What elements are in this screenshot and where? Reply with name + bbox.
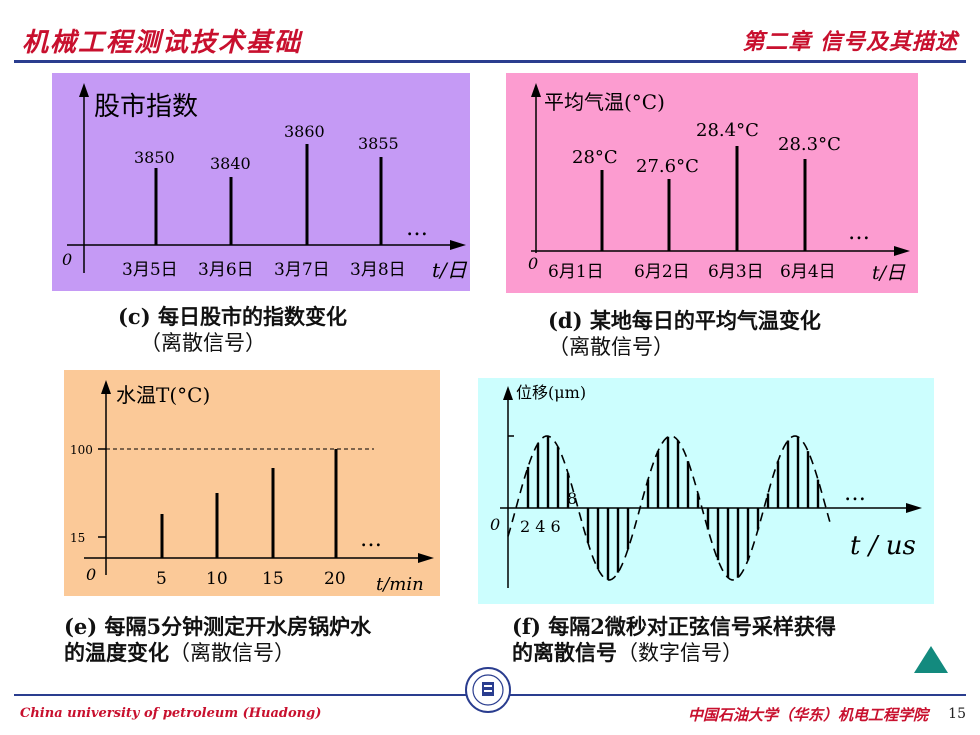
y-tick-label-15: 15	[70, 531, 85, 545]
panel-water-temperature: 水温T(°C) 100 15 0 … t/min 5 10 15 20	[64, 370, 440, 596]
origin-label: 0	[62, 250, 72, 269]
x-arrow	[418, 553, 434, 563]
panel-stock-index: 股市指数 0 … t/日 3850 3840 3860 3855 3月5日 3月…	[52, 73, 470, 291]
x-tick-label: 5	[156, 569, 167, 589]
y-axis-label: 水温T(°C)	[116, 383, 210, 407]
x-axis-label: t/min	[376, 574, 424, 595]
data-label: 28.4°C	[696, 120, 759, 141]
origin-label: 0	[490, 515, 500, 534]
x-arrow	[894, 246, 910, 256]
stock-index-chart: 股市指数 0 … t/日 3850 3840 3860 3855 3月5日 3月…	[62, 83, 468, 282]
y-arrow	[531, 83, 541, 97]
caption-f-title: (f) 每隔2微秒对正弦信号采样获得	[512, 614, 836, 639]
university-seal-icon	[465, 667, 511, 713]
x-tick-label: 6月2日	[634, 262, 690, 282]
x-tick-label: 6月3日	[708, 262, 764, 282]
x-tick-label: 3月8日	[350, 260, 406, 280]
x-tick-label: 20	[324, 569, 346, 589]
origin-label: 0	[86, 565, 96, 584]
caption-c-title: (c) 每日股市的指数变化	[118, 304, 347, 329]
caption-d-sub: （离散信号）	[548, 335, 674, 359]
sine-samples	[526, 436, 820, 580]
caption-f-title-cont: 的离散信号	[512, 640, 617, 665]
page-number: 15	[948, 706, 966, 722]
header-divider	[14, 60, 966, 63]
y-axis-label: 位移(μm)	[516, 383, 586, 402]
panel-avg-temperature: 平均气温(°C) 0 … t/日 28°C 27.6°C 28.4°C 28.3…	[506, 73, 918, 293]
ellipsis: …	[360, 527, 382, 552]
x-tick-labels: 2 4 6	[520, 517, 561, 536]
data-label: 3840	[210, 154, 251, 173]
y-axis-label: 股市指数	[94, 92, 198, 122]
caption-c-sub: （离散信号）	[140, 331, 266, 355]
x-axis-label: t / us	[850, 531, 916, 561]
sampled-sine-chart: 位移(μm) 0 2 4 6 8 … t / us	[490, 383, 922, 588]
x-tick-label: 3月7日	[274, 260, 330, 280]
sine-curve	[507, 435, 831, 581]
data-label: 3860	[284, 122, 325, 141]
x-tick-label: 3月6日	[198, 260, 254, 280]
water-temperature-chart: 水温T(°C) 100 15 0 … t/min 5 10 15 20	[70, 380, 434, 595]
x-tick-label: 3月5日	[122, 260, 178, 280]
x-tick-label-8: 8	[567, 489, 577, 508]
caption-f-sub: （数字信号）	[617, 641, 743, 665]
ellipsis: …	[848, 220, 870, 245]
x-tick-label: 6月4日	[780, 262, 836, 282]
x-axis-label: t/日	[872, 262, 906, 284]
caption-f: (f) 每隔2微秒对正弦信号采样获得 的离散信号（数字信号）	[512, 614, 836, 666]
caption-c: (c) 每日股市的指数变化 （离散信号）	[118, 304, 347, 356]
slide-chapter-title: 第二章 信号及其描述	[742, 29, 958, 55]
caption-d-title: (d) 某地每日的平均气温变化	[548, 308, 821, 333]
caption-e-title: (e) 每隔5分钟测定开水房锅炉水	[64, 614, 372, 639]
data-label: 3855	[358, 134, 399, 153]
y-arrow	[503, 386, 513, 400]
x-tick-label: 10	[206, 569, 228, 589]
y-arrow	[101, 380, 111, 394]
data-label: 27.6°C	[636, 156, 699, 177]
ellipsis: …	[406, 216, 428, 241]
data-label: 3850	[134, 148, 175, 167]
slide-course-title: 机械工程测试技术基础	[22, 28, 303, 58]
caption-d: (d) 某地每日的平均气温变化 （离散信号）	[548, 308, 821, 360]
next-slide-triangle-icon[interactable]	[914, 646, 948, 673]
data-label: 28.3°C	[778, 134, 841, 155]
x-tick-label: 6月1日	[548, 262, 604, 282]
ellipsis: …	[844, 481, 866, 506]
data-label: 28°C	[572, 147, 618, 168]
caption-e-sub: （离散信号）	[169, 641, 295, 665]
x-tick-label: 15	[262, 569, 284, 589]
x-arrow	[906, 503, 922, 513]
origin-label: 0	[528, 254, 538, 273]
panel-sampled-sine: 位移(μm) 0 2 4 6 8 … t / us	[478, 378, 934, 604]
avg-temperature-chart: 平均气温(°C) 0 … t/日 28°C 27.6°C 28.4°C 28.3…	[528, 83, 910, 284]
y-arrow	[79, 83, 89, 97]
footer-university-en: China university of petroleum (Huadong)	[20, 706, 322, 721]
x-axis-label: t/日	[432, 258, 468, 282]
x-arrow	[450, 240, 466, 250]
footer-school-name: 中国石油大学（华东）机电工程学院	[687, 706, 928, 724]
caption-e-title-cont: 的温度变化	[64, 640, 169, 665]
y-axis-label: 平均气温(°C)	[544, 90, 665, 114]
y-tick-label-100: 100	[70, 443, 93, 457]
caption-e: (e) 每隔5分钟测定开水房锅炉水 的温度变化（离散信号）	[64, 614, 371, 666]
